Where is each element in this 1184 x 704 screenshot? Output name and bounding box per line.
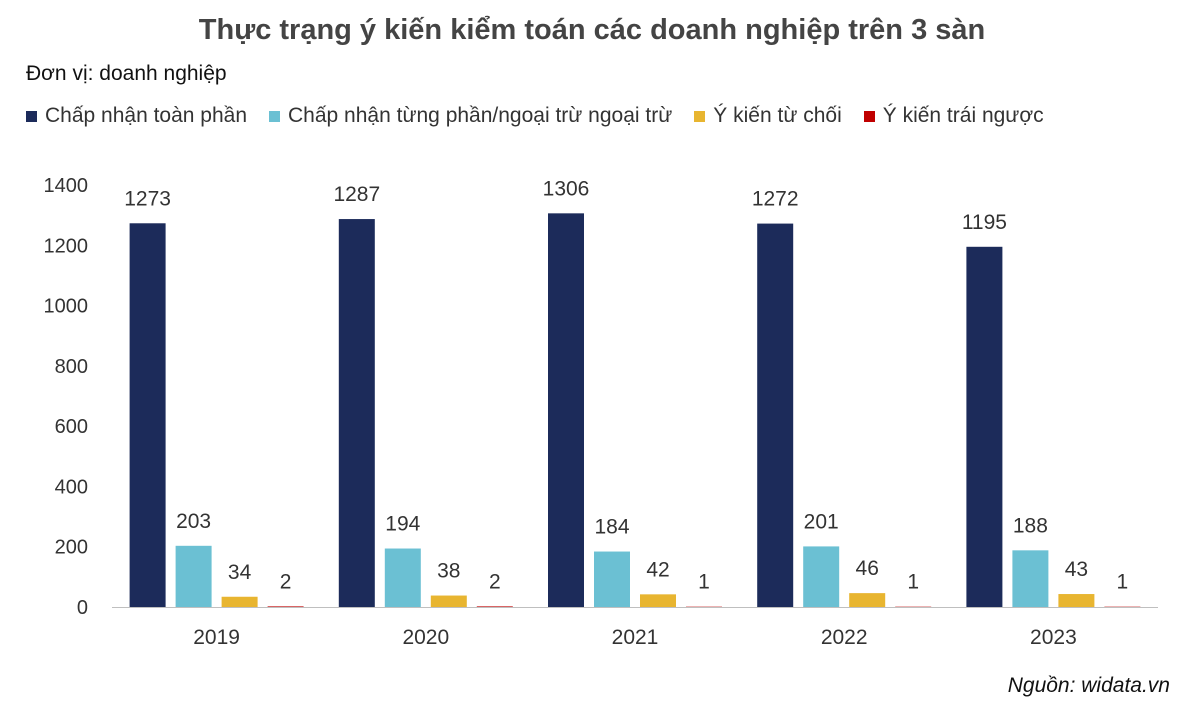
data-label: 46 [856,557,879,580]
source-note: Nguồn: widata.vn [1007,674,1170,697]
data-labels: 1273 203 34 2 1287 194 38 2 1306 184 42 1 1272 201 46 1… [124,177,1128,593]
data-label: 42 [646,558,669,581]
y-tick-label: 600 [55,416,88,438]
y-tick-label: 0 [77,597,88,619]
legend-swatch-refuse [694,110,706,122]
data-label: 1195 [962,211,1007,234]
legend: Chấp nhận toàn phần Chấp nhận từng phần/… [26,104,1044,128]
bar-2019-series-2 [221,596,258,607]
data-label: 38 [437,560,460,583]
data-label: 1273 [124,187,171,210]
data-label: 201 [804,510,839,533]
bar-2021-series-1 [594,551,630,607]
legend-label-adverse: Ý kiến trái ngược [882,104,1044,127]
legend-swatch-partial [269,110,281,122]
data-label: 1306 [543,177,590,200]
legend-item-partial: Chấp nhận từng phần/ngoại trừ ngoại trừ [269,104,672,128]
x-axis: 2019 2020 2021 2022 2023 [112,607,1158,649]
data-label: 188 [1013,514,1048,537]
bars [129,213,1141,608]
data-label: 2 [489,570,501,593]
data-label: 1 [1117,571,1129,594]
chart-title: Thực trạng ý kiến kiểm toán các doanh ng… [198,14,986,46]
bar-2023-series-0 [966,246,1003,608]
data-label: 1287 [333,183,380,206]
bar-2020-series-2 [430,595,467,607]
y-tick-label: 1400 [44,175,89,197]
bar-2020-series-1 [384,548,421,607]
legend-label-refuse: Ý kiến từ chối [713,104,842,127]
legend-item-refuse: Ý kiến từ chối [694,104,842,128]
y-tick-label: 1200 [44,235,89,257]
bar-2020-series-3 [476,606,513,607]
x-tick-label: 2022 [821,626,868,649]
data-label: 43 [1065,558,1088,581]
bar-2021-series-0 [548,213,584,607]
legend-label-partial: Chấp nhận từng phần/ngoại trừ ngoại trừ [288,104,673,127]
bar-2023-series-2 [1058,594,1095,607]
y-tick-label: 400 [55,476,88,498]
bar-2019-series-0 [129,223,166,607]
data-label: 184 [594,516,629,539]
bar-2019-series-1 [175,545,212,607]
legend-item-full: Chấp nhận toàn phần [26,104,247,128]
bar-2022-series-0 [757,223,794,607]
bar-2020-series-0 [338,219,375,607]
x-tick-label: 2021 [612,626,659,649]
y-tick-label: 200 [55,537,88,559]
bar-2021-series-2 [640,594,676,607]
bar-2023-series-1 [1012,550,1049,607]
data-label: 34 [228,561,252,584]
y-tick-label: 800 [55,356,88,378]
bar-2019-series-3 [267,606,304,607]
legend-label-full: Chấp nhận toàn phần [45,104,248,127]
y-tick-label: 1000 [44,296,89,318]
legend-item-adverse: Ý kiến trái ngược [863,104,1044,128]
data-label: 2 [280,570,292,593]
data-label: 1 [698,571,710,594]
legend-swatch-full [26,110,37,122]
y-axis: 0 200 400 600 800 1000 1200 1400 [44,175,89,619]
x-tick-label: 2023 [1030,626,1077,649]
x-tick-label: 2019 [193,626,240,649]
data-label: 1272 [752,188,799,211]
bar-2022-series-2 [849,593,886,607]
bar-2022-series-1 [803,546,840,607]
data-label: 194 [385,513,420,536]
data-label: 203 [176,510,211,533]
unit-label: Đơn vị: doanh nghiệp [26,62,227,85]
data-label: 1 [907,571,919,594]
legend-swatch-adverse [863,110,875,122]
x-tick-label: 2020 [402,626,449,649]
